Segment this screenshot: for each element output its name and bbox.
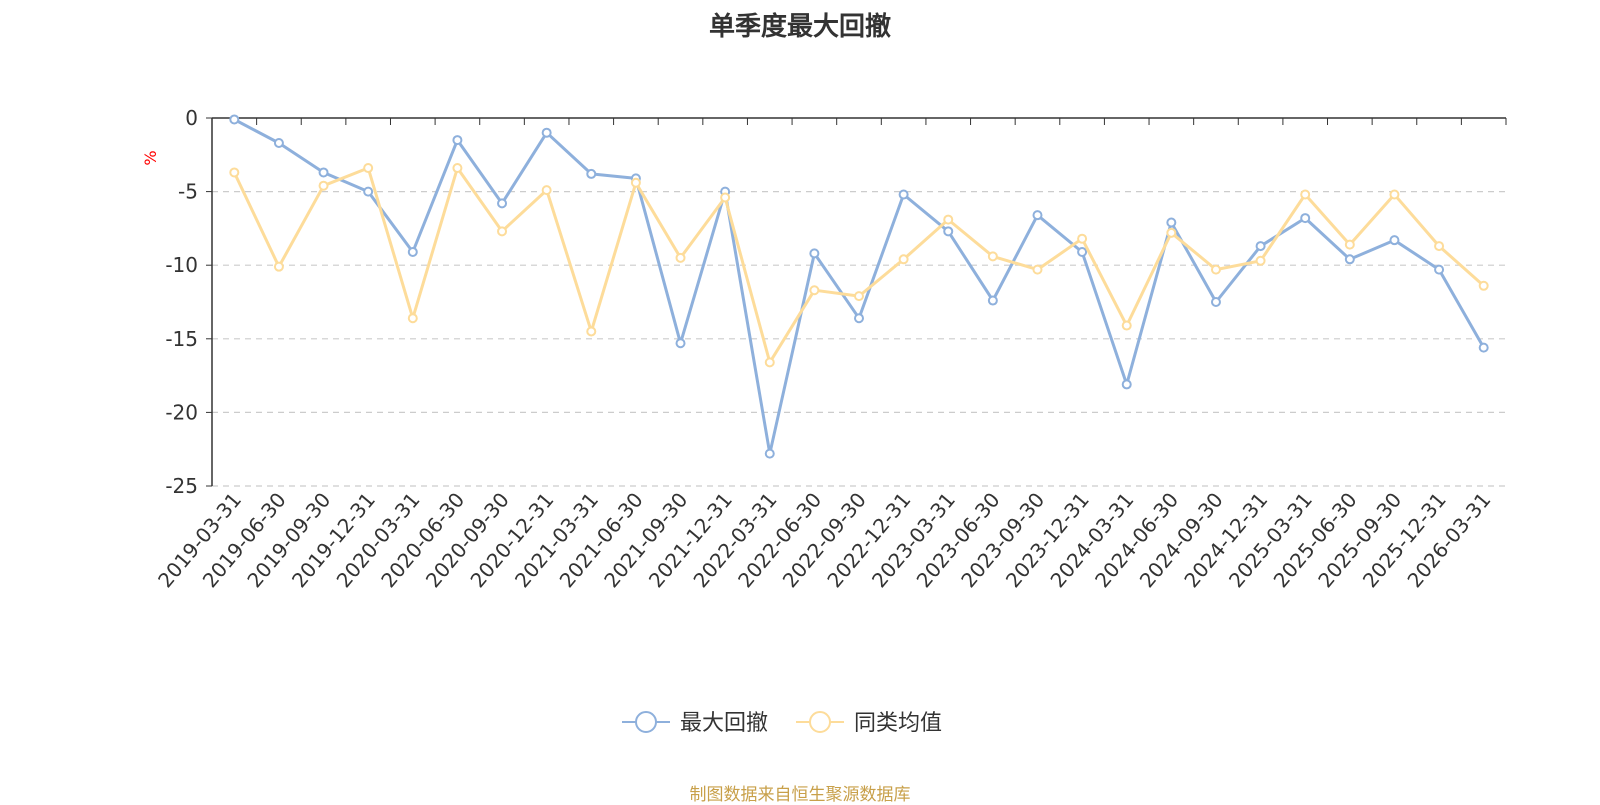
legend-marker — [809, 711, 831, 733]
data-point — [1121, 379, 1132, 390]
data-point — [541, 185, 552, 196]
data-point — [1210, 297, 1221, 307]
data-point — [1434, 264, 1445, 275]
y-axis-label: % — [141, 150, 160, 165]
data-point — [318, 180, 329, 191]
data-point — [1389, 235, 1400, 246]
y-tick-label: -5 — [178, 180, 198, 204]
data-point — [407, 313, 418, 324]
data-point — [764, 448, 775, 459]
y-tick-label: -10 — [165, 253, 198, 277]
data-point — [1478, 280, 1489, 291]
data-point — [407, 246, 418, 257]
data-point — [1389, 189, 1400, 200]
data-point — [898, 189, 909, 200]
data-point — [1300, 213, 1311, 224]
y-tick-label: -25 — [165, 474, 198, 498]
data-point — [1032, 264, 1043, 275]
legend-label: 同类均值 — [854, 711, 942, 736]
data-point — [1166, 227, 1177, 238]
data-point — [1344, 239, 1355, 250]
data-point — [586, 168, 597, 179]
data-point — [675, 252, 686, 263]
y-tick-label: 0 — [185, 106, 198, 130]
data-point — [764, 357, 775, 368]
legend-marker — [635, 711, 657, 733]
data-point — [987, 251, 998, 262]
legend-label: 最大回撤 — [680, 711, 768, 736]
data-point — [1478, 342, 1489, 353]
data-point — [229, 167, 240, 178]
data-point — [497, 226, 508, 237]
data-point — [1077, 233, 1088, 244]
data-point — [541, 127, 552, 138]
data-point — [318, 167, 329, 178]
data-point — [1032, 210, 1043, 221]
data-point — [497, 198, 508, 209]
data-point — [363, 186, 374, 197]
data-point — [987, 295, 998, 306]
data-point — [363, 163, 374, 174]
data-point — [854, 313, 864, 324]
data-point — [452, 135, 463, 146]
data-point — [1344, 254, 1355, 265]
data-point — [943, 226, 954, 237]
data-point — [1434, 241, 1445, 252]
data-point — [630, 177, 641, 188]
data-point — [809, 285, 820, 296]
source-note: 制图数据来自恒生聚源数据库 — [689, 785, 911, 805]
data-point — [720, 192, 731, 203]
data-point — [1255, 241, 1266, 252]
series-2 — [229, 163, 1489, 368]
y-tick-label: -20 — [165, 400, 198, 424]
data-point — [586, 326, 597, 337]
data-point — [675, 338, 686, 349]
chart-title: 单季度最大回撤 — [708, 12, 891, 42]
data-point — [1121, 320, 1132, 331]
data-point — [1210, 264, 1221, 275]
data-point — [1300, 189, 1311, 200]
data-point — [1077, 246, 1088, 257]
series-1 — [229, 114, 1489, 459]
data-point — [898, 254, 909, 265]
data-point — [229, 114, 240, 125]
data-point — [1255, 255, 1266, 266]
data-point — [273, 261, 284, 272]
data-point — [273, 138, 284, 149]
data-point — [809, 248, 820, 259]
data-point — [943, 214, 954, 225]
data-point — [854, 291, 864, 302]
y-tick-label: -15 — [165, 327, 198, 351]
data-point — [1166, 217, 1177, 228]
data-point — [452, 163, 463, 174]
